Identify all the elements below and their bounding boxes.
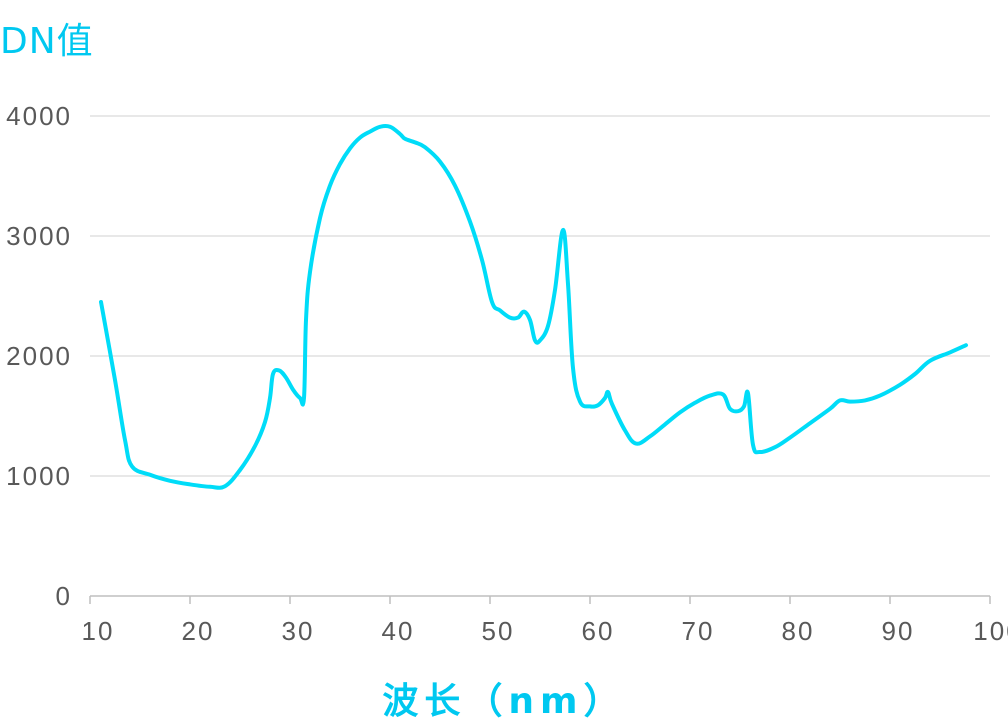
y-tick-labels: 0 1000 2000 3000 4000 <box>6 101 72 611</box>
y-tick-label: 1000 <box>6 461 72 491</box>
y-tick-label: 2000 <box>6 341 72 371</box>
series-layer <box>99 123 968 490</box>
x-tick-label: 20 <box>182 616 215 646</box>
x-tick-label: 60 <box>582 616 615 646</box>
x-tick-label: 30 <box>282 616 315 646</box>
x-tick-label: 70 <box>682 616 715 646</box>
x-tick-label: 100 <box>973 616 1008 646</box>
x-tick-label: 10 <box>82 616 115 646</box>
x-tick-labels: 10 20 30 40 50 60 70 80 90 100 <box>82 616 1008 646</box>
x-tick-label: 40 <box>382 616 415 646</box>
series-line <box>99 123 968 490</box>
x-tick-label: 50 <box>482 616 515 646</box>
gridlines <box>90 115 990 477</box>
x-axis-title: 波长（nm） <box>382 681 626 722</box>
y-tick-label: 4000 <box>6 101 72 131</box>
x-tick-label: 80 <box>782 616 815 646</box>
axes <box>89 595 991 604</box>
y-axis-title: DN值 <box>0 21 94 62</box>
y-tick-label: 0 <box>56 581 72 611</box>
y-tick-label: 3000 <box>6 221 72 251</box>
x-tick-label: 90 <box>882 616 915 646</box>
